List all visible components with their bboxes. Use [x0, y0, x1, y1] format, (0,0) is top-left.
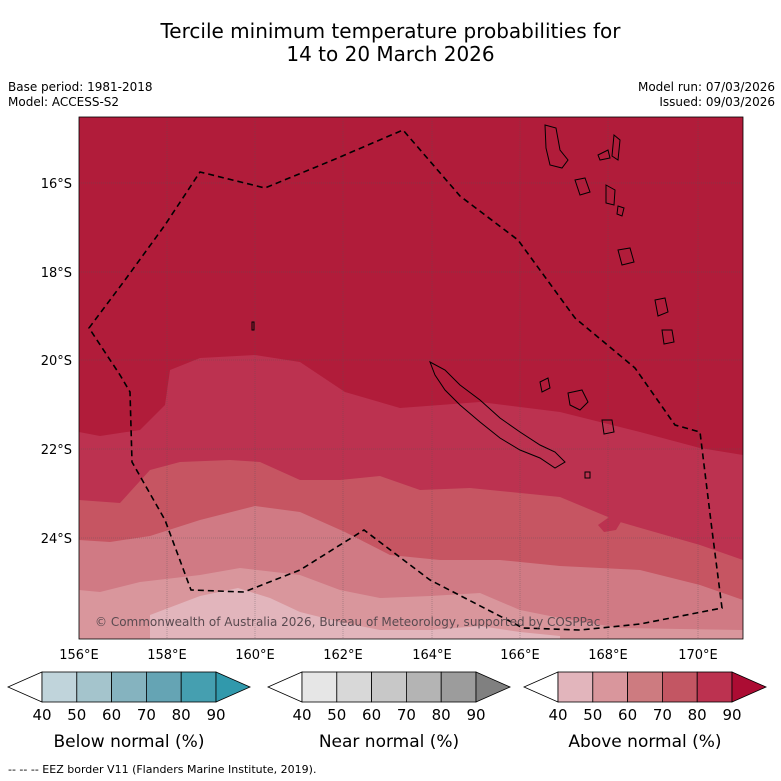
colorbar-segment: [336, 671, 372, 703]
coastline-vanuatu: [544, 124, 675, 479]
colorbar-tick-label: 70: [653, 706, 672, 724]
colorbar-segment: [440, 671, 477, 703]
coastline-new-caledonia: [429, 360, 566, 469]
copyright-text: © Commonwealth of Australia 2026, Bureau…: [95, 615, 600, 629]
colorbar-tick-label: 80: [688, 706, 707, 724]
colorbar-segment: [696, 671, 733, 703]
colorbar-tick-label: 40: [548, 706, 567, 724]
probability-field: [79, 117, 743, 639]
latitude-labels: 16°S 18°S 20°S 22°S 24°S: [41, 177, 72, 547]
lon-label: 168°E: [588, 648, 628, 663]
colorbar-tick-label: 60: [102, 706, 121, 724]
colorbar-2: 40 50 60 70 80 90 Near normal (%): [267, 671, 511, 752]
model-run-text: Model run: 07/03/2026: [637, 80, 775, 94]
colorbar-segment: [371, 671, 407, 703]
colorbar-extend-high: [475, 671, 511, 703]
lat-label: 18°S: [41, 266, 72, 281]
colorbar-segment: [180, 671, 217, 703]
colorbar-tick-label: 70: [137, 706, 156, 724]
colorbar-tick-label: 50: [327, 706, 346, 724]
colorbar-segment: [301, 671, 338, 703]
eez-footer-note: -- -- -- EEZ border V11 (Flanders Marine…: [8, 763, 317, 776]
title-line-1: Tercile minimum temperature probabilitie…: [160, 19, 621, 43]
lon-label: 164°E: [412, 648, 452, 663]
base-period-text: Base period: 1981-2018: [8, 80, 153, 94]
colorbar-segment: [592, 671, 628, 703]
colorbar-segment: [111, 671, 147, 703]
lat-label: 24°S: [41, 532, 72, 547]
lon-label: 166°E: [500, 648, 540, 663]
model-text: Model: ACCESS-S2: [8, 95, 120, 109]
lon-label: 158°E: [147, 648, 187, 663]
colorbar-extend-low: [267, 671, 303, 703]
colorbar-tick-label: 60: [362, 706, 381, 724]
colorbar-title: Above normal (%): [568, 732, 721, 752]
colorbar-extend-high: [731, 671, 767, 703]
meta-right: Model run: 07/03/2026 Issued: 09/03/2026: [638, 80, 775, 110]
lon-label: 156°E: [59, 648, 99, 663]
colorbar-tick-label: 60: [618, 706, 637, 724]
longitude-labels: 156°E 158°E 160°E 162°E 164°E 166°E 168°E 170°E: [59, 648, 718, 663]
eez-border: [88, 129, 723, 631]
colorbar-tick-label: 90: [466, 706, 485, 724]
colorbar-segment: [145, 671, 182, 703]
colorbar-segment: [405, 671, 442, 703]
lon-label: 160°E: [235, 648, 275, 663]
title-line-2: 14 to 20 March 2026: [286, 42, 495, 66]
colorbar-tick-label: 40: [292, 706, 311, 724]
colorbar-tick-label: 70: [397, 706, 416, 724]
lon-label: 170°E: [678, 648, 718, 663]
coastlines: [251, 124, 675, 479]
lon-label: 162°E: [323, 648, 363, 663]
colorbar-extend-low: [7, 671, 43, 703]
lat-label: 20°S: [41, 354, 72, 369]
band-above-40: [150, 588, 560, 639]
colorbar-tick-label: 80: [432, 706, 451, 724]
lat-label: 16°S: [41, 177, 72, 192]
colorbar-tick-label: 50: [583, 706, 602, 724]
colorbar-segment: [662, 671, 698, 703]
issued-text: Issued: 09/03/2026: [659, 95, 775, 109]
colorbar-tick-label: 90: [722, 706, 741, 724]
band-above-80-patch: [598, 515, 622, 532]
colorbar-tick-label: 80: [172, 706, 191, 724]
colorbar-extend-low: [523, 671, 559, 703]
plot-frame: [78, 116, 744, 640]
colorbar-segment: [557, 671, 594, 703]
colorbar-tick-label: 90: [206, 706, 225, 724]
colorbar-extend-high: [215, 671, 251, 703]
colorbar-segment: [41, 671, 78, 703]
map-figure: 16°S 18°S 20°S 22°S 24°S 156°E 158°E 160°E 162°…: [7, 116, 767, 752]
colorbar-segment: [76, 671, 113, 703]
lat-label: 22°S: [41, 443, 72, 458]
meta-left: Base period: 1981-2018 Model: ACCESS-S2: [8, 80, 153, 110]
colorbar-title: Near normal (%): [319, 732, 459, 752]
coastline-loyalty-islands: [539, 377, 615, 435]
coastline-small-island: [251, 321, 255, 331]
graticule: [79, 117, 743, 639]
colorbar-segment: [627, 671, 663, 703]
colorbar-tick-label: 40: [32, 706, 51, 724]
colorbar-tick-label: 50: [67, 706, 86, 724]
colorbar-title: Below normal (%): [54, 732, 205, 752]
chart-title: Tercile minimum temperature probabilitie…: [0, 20, 781, 66]
